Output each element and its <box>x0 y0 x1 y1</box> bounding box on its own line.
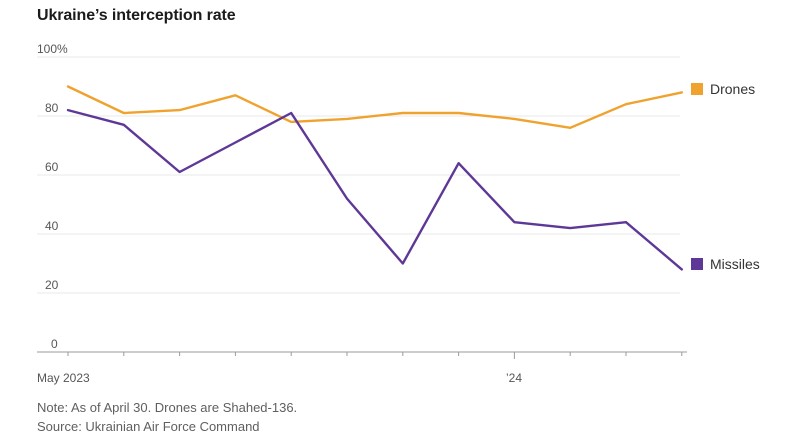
x-axis-label-24: ’24 <box>505 371 522 385</box>
series-line-missiles <box>66 108 683 271</box>
x-axis-label-may-2023: May 2023 <box>37 371 90 385</box>
y-axis-tick-label: 100% <box>37 42 68 56</box>
y-axis-tick-label: 0 <box>51 337 58 351</box>
chart-note: Note: As of April 30. Drones are Shahed-… <box>37 400 298 415</box>
legend-item-drones: Drones <box>691 82 755 96</box>
y-axis-tick-label: 20 <box>45 278 59 292</box>
y-axis-tick-label: 80 <box>45 101 59 115</box>
missiles-legend-label: Missiles <box>710 256 760 272</box>
y-axis-tick-label: 40 <box>45 219 59 233</box>
chart-title: Ukraine’s interception rate <box>37 7 236 24</box>
series-line-drones <box>66 85 683 130</box>
drones-legend-swatch <box>691 83 703 95</box>
legend-item-missiles: Missiles <box>691 257 760 271</box>
chart-source: Source: Ukrainian Air Force Command <box>37 419 260 434</box>
y-axis-tick-label: 60 <box>45 160 59 174</box>
drones-legend-label: Drones <box>710 81 756 97</box>
missiles-legend-swatch <box>691 258 703 270</box>
